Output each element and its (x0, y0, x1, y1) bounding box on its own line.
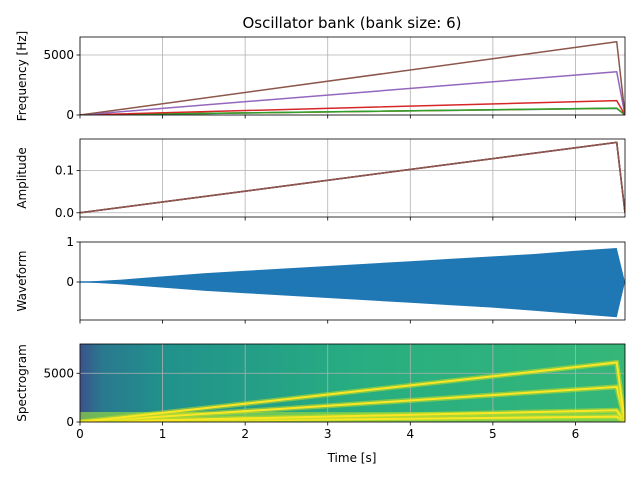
series-line-4 (80, 99, 625, 115)
y-axis-label: Amplitude (15, 147, 29, 209)
x-tick-label: 6 (572, 427, 580, 441)
plot-area (80, 41, 625, 115)
series-line-5 (80, 71, 625, 115)
axes-frame (79, 343, 626, 423)
spectrogram-track-4 (80, 361, 625, 422)
spectrogram-panel: 0 1 2 3 4 5 6 0 5000 Spectrogram (15, 343, 626, 441)
axes-frame (79, 138, 626, 218)
frequency-panel: 0 5000 Frequency [Hz] (15, 31, 626, 122)
x-tick-label: 1 (159, 427, 167, 441)
y-axis-label: Waveform (15, 251, 29, 312)
figure-title: Oscillator bank (bank size: 6) (242, 14, 461, 32)
y-tick-label: 5000 (43, 48, 74, 62)
y-tick-label: 0.0 (55, 206, 74, 220)
y-tick-label: 0.1 (55, 164, 74, 178)
x-tick-label: 5 (489, 427, 497, 441)
x-tick-label: 2 (241, 427, 249, 441)
y-axis-label: Spectrogram (15, 344, 29, 422)
y-tick-label: 0 (66, 415, 74, 429)
x-tick-label: 3 (324, 427, 332, 441)
subplot-stack: 0 5000 Frequency [Hz] 0.0 0.1 Amplitude 0 1 Wave… (15, 31, 626, 441)
waveform-panel: 0 1 Waveform (15, 235, 626, 324)
plot-area (80, 141, 625, 214)
x-tick-label: 0 (76, 427, 84, 441)
series-line-6 (80, 41, 625, 115)
y-tick-label: 1 (66, 235, 74, 249)
y-tick-label: 0 (66, 108, 74, 122)
amplitude-panel: 0.0 0.1 Amplitude (15, 138, 626, 221)
y-axis-label: Frequency [Hz] (15, 31, 29, 122)
plot-area (80, 359, 625, 422)
y-tick-label: 5000 (43, 366, 74, 380)
y-tick-label: 0 (66, 275, 74, 289)
series-line-3 (80, 107, 625, 115)
axes-frame (79, 36, 626, 116)
axes-frame (79, 241, 626, 321)
x-axis-label: Time [s] (327, 451, 377, 465)
x-tick-label: 4 (406, 427, 414, 441)
plot-area (80, 248, 625, 318)
series-line-6 (80, 141, 625, 214)
spectrogram-background (80, 344, 625, 422)
